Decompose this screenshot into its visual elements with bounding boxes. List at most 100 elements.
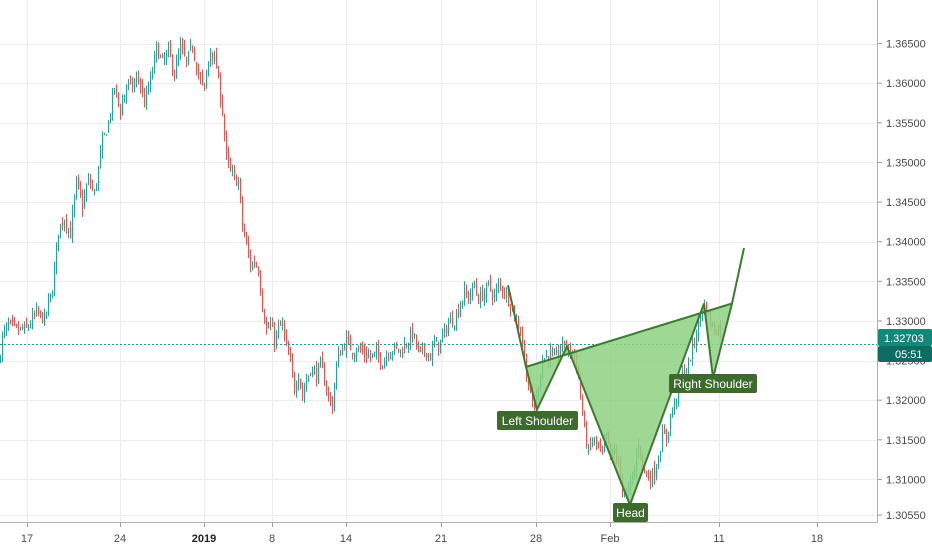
candle-body	[168, 45, 170, 52]
price-tick-label: 1.35000	[886, 157, 926, 169]
candle-body	[510, 307, 512, 310]
candle-body	[594, 439, 596, 441]
candle-body	[62, 221, 64, 226]
candle-body	[670, 414, 672, 430]
candle-body	[72, 211, 74, 237]
candle-body	[604, 440, 606, 451]
candle-body	[280, 322, 282, 326]
candle-body	[344, 346, 346, 350]
candle-body	[562, 339, 564, 349]
candle-body	[236, 175, 238, 187]
candle-body	[374, 351, 376, 353]
candle-body	[348, 335, 350, 340]
candle-body	[8, 322, 10, 328]
candle-body	[406, 345, 408, 347]
candle-body	[460, 305, 462, 317]
candle-body	[246, 233, 248, 244]
candle-body	[404, 343, 406, 354]
candle-body	[338, 353, 340, 364]
candle-body	[124, 94, 126, 103]
candle-body	[76, 177, 78, 197]
time-tick-label: 14	[340, 533, 352, 545]
candle-body	[226, 134, 228, 154]
candle-body	[32, 314, 34, 325]
candle-body	[150, 76, 152, 90]
candle-body	[432, 346, 434, 361]
candle-body	[662, 430, 664, 452]
time-tick-label: 28	[530, 533, 542, 545]
candle-body	[414, 333, 416, 337]
candle-body	[24, 323, 26, 332]
candle-body	[52, 294, 54, 297]
candle-body	[94, 190, 96, 192]
candle-body	[472, 284, 474, 298]
time-axis[interactable]: 17 24 2019 8 14 21 28 Feb 11 18	[21, 523, 823, 545]
candle-body	[502, 286, 504, 293]
candle-body	[240, 179, 242, 200]
candle-body	[444, 327, 446, 334]
candle-body	[264, 312, 266, 323]
candle-body	[506, 291, 508, 297]
candle-body	[154, 53, 156, 70]
candle-body	[370, 355, 372, 357]
label-left-shoulder: Left Shoulder	[497, 411, 578, 430]
pattern-fill	[526, 303, 732, 505]
candle-body	[188, 51, 190, 64]
candle-body	[646, 473, 648, 475]
candle-body	[122, 101, 124, 116]
candle-body	[376, 348, 378, 355]
candle-body	[84, 195, 86, 208]
candle-body	[364, 348, 366, 357]
candle-body	[186, 57, 188, 61]
candle-body	[34, 314, 36, 316]
candle-body	[466, 290, 468, 294]
candle-body	[314, 369, 316, 371]
candle-body	[0, 356, 2, 362]
candle-body	[504, 293, 506, 295]
candle-body	[470, 294, 472, 298]
candle-body	[706, 302, 708, 315]
candle-body	[108, 121, 110, 132]
candle-body	[178, 53, 180, 62]
label-right-shoulder-bg	[669, 374, 757, 393]
time-tick-label: 8	[269, 533, 275, 545]
candle-body	[362, 347, 364, 352]
candle-body	[198, 68, 200, 76]
candle-body	[560, 349, 562, 355]
candle-body	[70, 227, 72, 239]
candle-body	[252, 262, 254, 270]
candle-body	[590, 442, 592, 445]
candle-body	[552, 351, 554, 353]
candle-body	[304, 389, 306, 397]
candle-body	[302, 385, 304, 398]
candlestick-series	[0, 37, 722, 499]
candle-body	[152, 71, 154, 79]
candle-body	[436, 339, 438, 342]
candle-body	[564, 340, 566, 346]
candle-body	[144, 93, 146, 107]
candle-body	[430, 353, 432, 361]
candle-body	[98, 166, 100, 186]
candle-body	[294, 374, 296, 393]
candle-body	[182, 44, 184, 49]
candle-body	[266, 322, 268, 330]
candle-body	[40, 311, 42, 313]
candle-body	[208, 61, 210, 77]
candle-body	[696, 336, 698, 346]
price-axis[interactable]: 1.305501.310001.315001.320001.325001.330…	[878, 39, 926, 522]
candle-body	[550, 349, 552, 361]
candle-body	[4, 329, 6, 334]
price-tick-label: 1.35500	[886, 118, 926, 130]
candle-body	[664, 429, 666, 434]
candle-body	[92, 185, 94, 189]
candle-body	[428, 353, 430, 358]
candle-body	[132, 81, 134, 90]
candle-body	[46, 312, 48, 314]
candle-body	[126, 85, 128, 98]
candle-body	[368, 354, 370, 358]
candle-body	[452, 317, 454, 327]
candle-body	[468, 293, 470, 301]
candle-body	[500, 284, 502, 286]
candle-body	[654, 467, 656, 478]
